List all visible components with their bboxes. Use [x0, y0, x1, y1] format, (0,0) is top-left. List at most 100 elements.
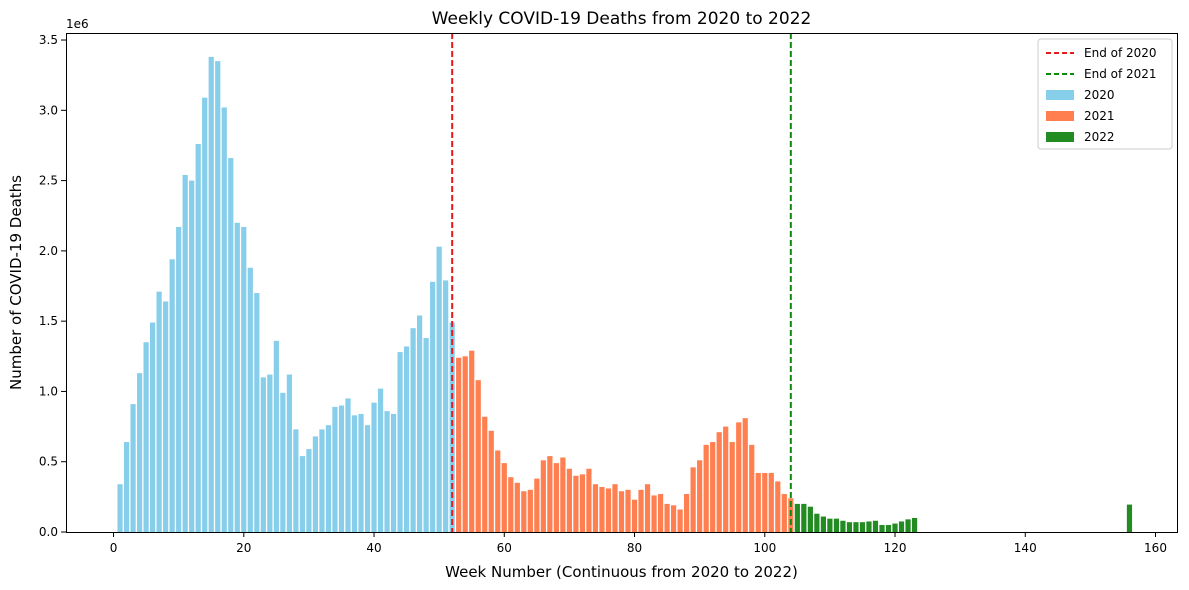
bar-2020-week-33 — [325, 425, 332, 532]
bar-2021-week-63 — [521, 491, 527, 532]
bar-2022-week-115 — [859, 522, 866, 532]
bar-2020-week-3 — [130, 404, 136, 532]
bar-2021-week-96 — [736, 422, 742, 532]
bar-2020-week-23 — [260, 377, 266, 532]
bar-2021-week-84 — [657, 494, 664, 532]
y-tick-label: 2.5 — [39, 174, 58, 188]
bar-2020-week-49 — [430, 281, 436, 532]
bar-2020-week-10 — [176, 226, 182, 533]
bar-2022-week-117 — [872, 520, 879, 532]
bar-2020-week-11 — [182, 174, 188, 532]
bar-2022-week-112 — [840, 520, 846, 532]
legend-label: 2020 — [1084, 88, 1115, 102]
bar-2021-week-91 — [703, 444, 709, 532]
bar-2020-week-51 — [443, 280, 449, 532]
x-tick-label: 160 — [1144, 541, 1167, 555]
bar-2021-week-53 — [456, 357, 462, 532]
bar-2020-week-7 — [156, 291, 162, 532]
legend: End of 2020 End of 2021 2020 2021 2022 — [1037, 38, 1173, 150]
bar-2020-week-42 — [384, 411, 390, 532]
bar-2021-week-58 — [488, 430, 494, 532]
bar-2021-week-88 — [684, 494, 690, 532]
bar-2021-week-57 — [482, 416, 488, 532]
bar-2020-week-13 — [195, 144, 201, 533]
bar-2021-week-86 — [670, 505, 677, 532]
legend-label: End of 2020 — [1084, 46, 1157, 60]
legend-swatch — [1046, 111, 1074, 121]
bar-2021-week-55 — [469, 350, 475, 532]
y-tick-label: 1.5 — [39, 314, 58, 328]
legend-swatch — [1046, 90, 1074, 100]
legend-label: 2021 — [1084, 109, 1115, 123]
bar-2021-week-75 — [599, 487, 605, 532]
bar-2021-week-62 — [514, 482, 520, 532]
x-axis: 0 20 40 60 80 100 120 140 160 — [110, 532, 1167, 555]
bar-2020-week-19 — [234, 222, 240, 532]
bar-2021-week-85 — [664, 503, 670, 532]
bar-2021-week-101 — [768, 472, 774, 532]
bar-2020-week-5 — [143, 342, 149, 532]
bar-2021-week-80 — [631, 499, 638, 532]
bar-2022-week-121 — [898, 521, 905, 532]
bar-2020-week-37 — [351, 415, 358, 532]
x-tick-label: 140 — [1014, 541, 1037, 555]
x-tick-label: 0 — [110, 541, 118, 555]
bar-2022-week-120 — [892, 523, 898, 532]
bar-2020-week-31 — [312, 436, 319, 532]
bar-2021-week-89 — [690, 467, 696, 532]
bar-2020-week-24 — [267, 374, 273, 532]
bar-2021-week-69 — [560, 457, 566, 532]
bar-2021-week-67 — [547, 456, 553, 532]
bar-2021-week-95 — [729, 442, 735, 532]
bar-2020-week-47 — [417, 315, 423, 532]
bar-2021-week-73 — [586, 468, 592, 532]
bar-2021-week-60 — [501, 463, 507, 532]
x-tick-label: 120 — [884, 541, 907, 555]
bar-2021-week-79 — [625, 489, 631, 532]
x-tick-label: 40 — [366, 541, 381, 555]
bars-layer — [117, 56, 1133, 533]
bar-2020-week-44 — [397, 352, 403, 532]
bar-2020-week-46 — [410, 328, 416, 532]
reference-lines — [451, 33, 792, 532]
bar-2022-week-156 — [1126, 504, 1133, 532]
bar-2020-week-28 — [293, 429, 299, 532]
bar-2020-week-30 — [306, 449, 312, 532]
bar-2021-week-81 — [638, 489, 644, 532]
bar-2020-week-12 — [189, 180, 195, 532]
bar-2021-week-66 — [540, 460, 546, 532]
bar-2021-week-72 — [579, 474, 586, 532]
y-tick-label: 1.0 — [39, 384, 58, 398]
y-tick-label: 0.0 — [39, 525, 58, 539]
x-tick-label: 60 — [497, 541, 512, 555]
bar-2021-week-87 — [677, 509, 683, 532]
x-tick-label: 20 — [236, 541, 251, 555]
bar-2020-week-14 — [202, 97, 208, 532]
bar-2021-week-93 — [716, 432, 722, 532]
bar-2020-week-50 — [436, 246, 442, 532]
bar-2021-week-97 — [742, 418, 748, 532]
bar-2021-week-78 — [618, 491, 625, 532]
bar-2020-week-26 — [280, 392, 286, 532]
bar-2021-week-98 — [749, 444, 755, 532]
bar-2022-week-107 — [807, 506, 813, 532]
bar-2022-week-105 — [794, 503, 800, 532]
bar-2021-week-54 — [462, 356, 468, 532]
bar-2020-week-8 — [163, 301, 169, 532]
x-axis-label: Week Number (Continuous from 2020 to 202… — [445, 563, 798, 581]
bar-2020-week-48 — [423, 338, 429, 532]
y-tick-label: 3.0 — [39, 103, 58, 117]
bar-2021-week-76 — [605, 488, 612, 532]
bar-2020-week-21 — [247, 267, 253, 532]
chart-title: Weekly COVID-19 Deaths from 2020 to 2022 — [432, 9, 812, 29]
bar-2022-week-114 — [853, 522, 859, 532]
legend-label: 2022 — [1084, 130, 1115, 144]
bar-2021-week-61 — [508, 477, 514, 532]
bar-2020-week-34 — [332, 406, 338, 532]
bar-2022-week-119 — [885, 524, 892, 532]
x-tick-label: 80 — [627, 541, 642, 555]
y-tick-label: 2.0 — [39, 244, 58, 258]
bar-2021-week-56 — [475, 380, 481, 532]
bar-2021-week-65 — [534, 478, 540, 532]
